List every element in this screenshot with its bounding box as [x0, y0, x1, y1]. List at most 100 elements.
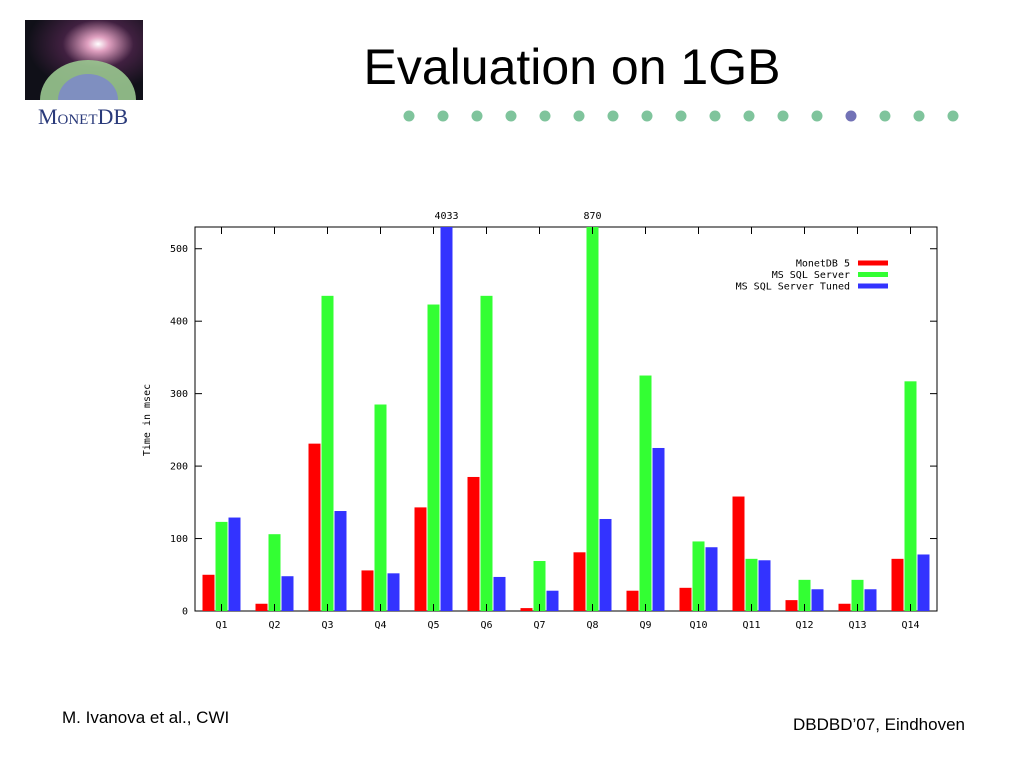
bar — [626, 590, 639, 611]
bar — [255, 603, 268, 611]
y-axis-label: Time in msec — [142, 384, 153, 456]
bar — [599, 518, 612, 611]
x-tick-label: Q2 — [268, 620, 280, 631]
x-tick-label: Q10 — [689, 620, 707, 631]
dot — [471, 110, 483, 122]
dot — [675, 110, 687, 122]
bar — [533, 561, 546, 611]
bar — [440, 227, 453, 611]
legend-label: MonetDB 5 — [796, 259, 850, 270]
bar — [904, 381, 917, 611]
bar — [321, 295, 334, 611]
footer-left: M. Ivanova et al., CWI — [62, 708, 229, 727]
y-tick-label: 0 — [182, 607, 188, 618]
x-tick-label: Q13 — [848, 620, 866, 631]
plot-frame — [194, 226, 938, 612]
dot — [913, 110, 925, 122]
bar — [202, 574, 215, 611]
bar — [785, 600, 798, 611]
bar — [387, 573, 400, 611]
y-tick-label: 100 — [170, 534, 188, 545]
dot — [403, 110, 415, 122]
bar — [758, 560, 771, 611]
bars — [202, 227, 930, 611]
bar — [215, 521, 228, 611]
x-tick-label: Q5 — [427, 620, 439, 631]
x-tick-label: Q4 — [374, 620, 386, 631]
logo-text: MonetDB — [38, 104, 128, 129]
x-tick-label: Q9 — [639, 620, 651, 631]
dot — [777, 110, 789, 122]
bar — [546, 590, 559, 611]
dot — [607, 110, 619, 122]
y-tick-label: 200 — [170, 462, 188, 473]
bar — [427, 304, 440, 611]
logo-arc — [58, 74, 118, 100]
x-tick-label: Q3 — [321, 620, 333, 631]
bar — [586, 227, 599, 611]
x-tick-label: Q14 — [901, 620, 919, 631]
dot — [641, 110, 653, 122]
bar — [480, 295, 493, 611]
bar — [281, 576, 294, 611]
dot — [743, 110, 755, 122]
x-tick-label: Q7 — [533, 620, 545, 631]
bar — [811, 589, 824, 611]
chart: 0 100 200 300 400 500 Q1 Q2 Q3 Q4 Q5 4033 Q6 Q7 Q8 870 Q… — [170, 211, 937, 631]
dot — [845, 110, 857, 122]
bar — [692, 541, 705, 611]
overflow-label: 4033 — [434, 211, 458, 222]
bar — [414, 507, 427, 611]
legend-swatch — [858, 283, 888, 289]
legend-label: MS SQL Server Tuned — [736, 282, 850, 293]
x-tick-label: Q1 — [215, 620, 227, 631]
bar — [917, 554, 930, 611]
dot — [947, 110, 959, 122]
bar — [864, 589, 877, 611]
bar — [268, 534, 281, 611]
x-tick-label: Q8 — [586, 620, 598, 631]
bar — [334, 511, 347, 611]
footer-right: DBDBD’07, Eindhoven — [793, 715, 965, 734]
bar — [308, 443, 321, 611]
x-tick-label: Q11 — [742, 620, 760, 631]
bar — [838, 603, 851, 611]
dot — [811, 110, 823, 122]
slide-title: Evaluation on 1GB — [364, 39, 781, 95]
bar — [228, 517, 241, 611]
dot — [437, 110, 449, 122]
y-tick-label: 400 — [170, 317, 188, 328]
legend-label: MS SQL Server — [772, 270, 850, 281]
dot — [709, 110, 721, 122]
legend-swatch — [858, 272, 888, 277]
dot — [879, 110, 891, 122]
dot — [573, 110, 585, 122]
bar — [798, 579, 811, 611]
bar — [652, 447, 665, 611]
bar — [851, 579, 864, 611]
bar — [374, 404, 387, 611]
dot — [539, 110, 551, 122]
bar — [493, 576, 506, 611]
bar — [745, 558, 758, 611]
logo-band — [18, 100, 148, 128]
bar — [361, 570, 374, 611]
bar — [467, 476, 480, 611]
x-tick-label: Q6 — [480, 620, 492, 631]
overflow-label: 870 — [583, 211, 601, 222]
bar — [679, 587, 692, 611]
x-tick-label: Q12 — [795, 620, 813, 631]
bar — [520, 608, 533, 611]
y-tick-label: 300 — [170, 389, 188, 400]
bar — [639, 375, 652, 611]
legend-swatch — [858, 260, 888, 266]
bar — [891, 558, 904, 611]
bar — [732, 496, 745, 611]
dot — [505, 110, 517, 122]
logo: MonetDB — [18, 20, 148, 129]
y-tick-label: 500 — [170, 244, 188, 255]
bar — [573, 552, 586, 611]
dots-row — [403, 110, 959, 122]
bar — [705, 547, 718, 611]
